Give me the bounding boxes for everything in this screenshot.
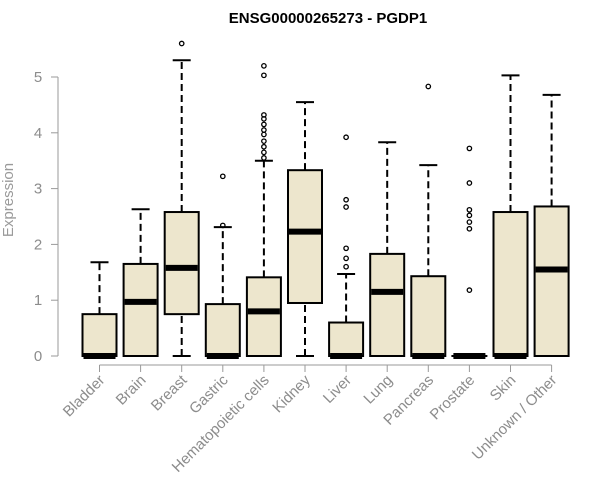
outlier-point (261, 155, 267, 161)
box-breast (163, 40, 200, 357)
y-tick-label: 5 (34, 69, 42, 86)
x-tick-label: Breast (148, 371, 191, 414)
box-iqr (163, 211, 200, 316)
box-iqr (204, 303, 241, 357)
box-hematopoietic-cells (245, 62, 282, 357)
box-skin (492, 74, 529, 359)
box-iqr (533, 205, 570, 357)
box-iqr (410, 275, 447, 357)
outlier-point (466, 180, 473, 186)
y-axis-label: Expression (0, 163, 17, 237)
box-unknown-other (533, 93, 570, 357)
box-kidney (287, 101, 323, 357)
box-iqr (328, 321, 365, 357)
box-pancreas (410, 83, 447, 359)
outlier-point (178, 40, 185, 47)
x-tick-label: Brain (113, 372, 150, 409)
outlier-point (466, 206, 473, 213)
box-iqr (122, 262, 159, 357)
box-iqr (81, 313, 118, 357)
x-tick-label: Skin (487, 372, 520, 405)
box-lung (369, 141, 406, 357)
outlier-point (466, 219, 473, 225)
outlier-point (466, 145, 473, 152)
x-tick-label: Prostate (427, 372, 479, 424)
outlier-point (219, 222, 226, 229)
outlier-point (466, 212, 473, 219)
y-tick-label: 1 (34, 292, 42, 309)
box-gastric (204, 173, 241, 359)
outlier-point (219, 173, 226, 180)
outlier-point (261, 62, 267, 69)
outlier-point (343, 263, 349, 270)
box-iqr (492, 211, 529, 357)
box-bladder (81, 261, 118, 359)
outlier-point (261, 121, 267, 128)
outlier-point (261, 143, 267, 150)
box-iqr (245, 276, 282, 357)
x-tick-label: Bladder (60, 372, 109, 421)
outlier-point (466, 225, 473, 232)
x-tick-label: Kidney (269, 371, 314, 416)
box-liver (328, 134, 365, 359)
x-tick-label: Liver (320, 372, 355, 407)
outlier-point (343, 245, 349, 252)
y-tick-label: 2 (34, 236, 42, 253)
y-tick-label: 0 (34, 348, 42, 365)
outlier-point (261, 72, 267, 79)
outlier-point (343, 196, 349, 203)
outlier-point (466, 287, 473, 294)
chart-title: ENSG00000265273 - PGDP1 (229, 10, 427, 27)
box-prostate (451, 145, 488, 359)
outlier-point (261, 149, 267, 156)
boxes-group (81, 40, 570, 359)
outlier-point (343, 204, 349, 210)
outlier-point (261, 127, 267, 133)
outlier-point (261, 138, 267, 145)
outlier-point (261, 131, 267, 138)
y-tick-label: 3 (34, 181, 42, 198)
outlier-point (343, 134, 349, 141)
y-tick-label: 4 (34, 125, 42, 142)
x-tick-label: Lung (360, 372, 396, 408)
y-axis: 0 1 2 3 4 5 (34, 69, 59, 365)
outlier-point (261, 112, 267, 118)
outlier-point (343, 255, 349, 262)
box-iqr (287, 169, 323, 304)
box-iqr (369, 252, 406, 357)
box-brain (122, 208, 159, 357)
outlier-point (425, 83, 432, 90)
